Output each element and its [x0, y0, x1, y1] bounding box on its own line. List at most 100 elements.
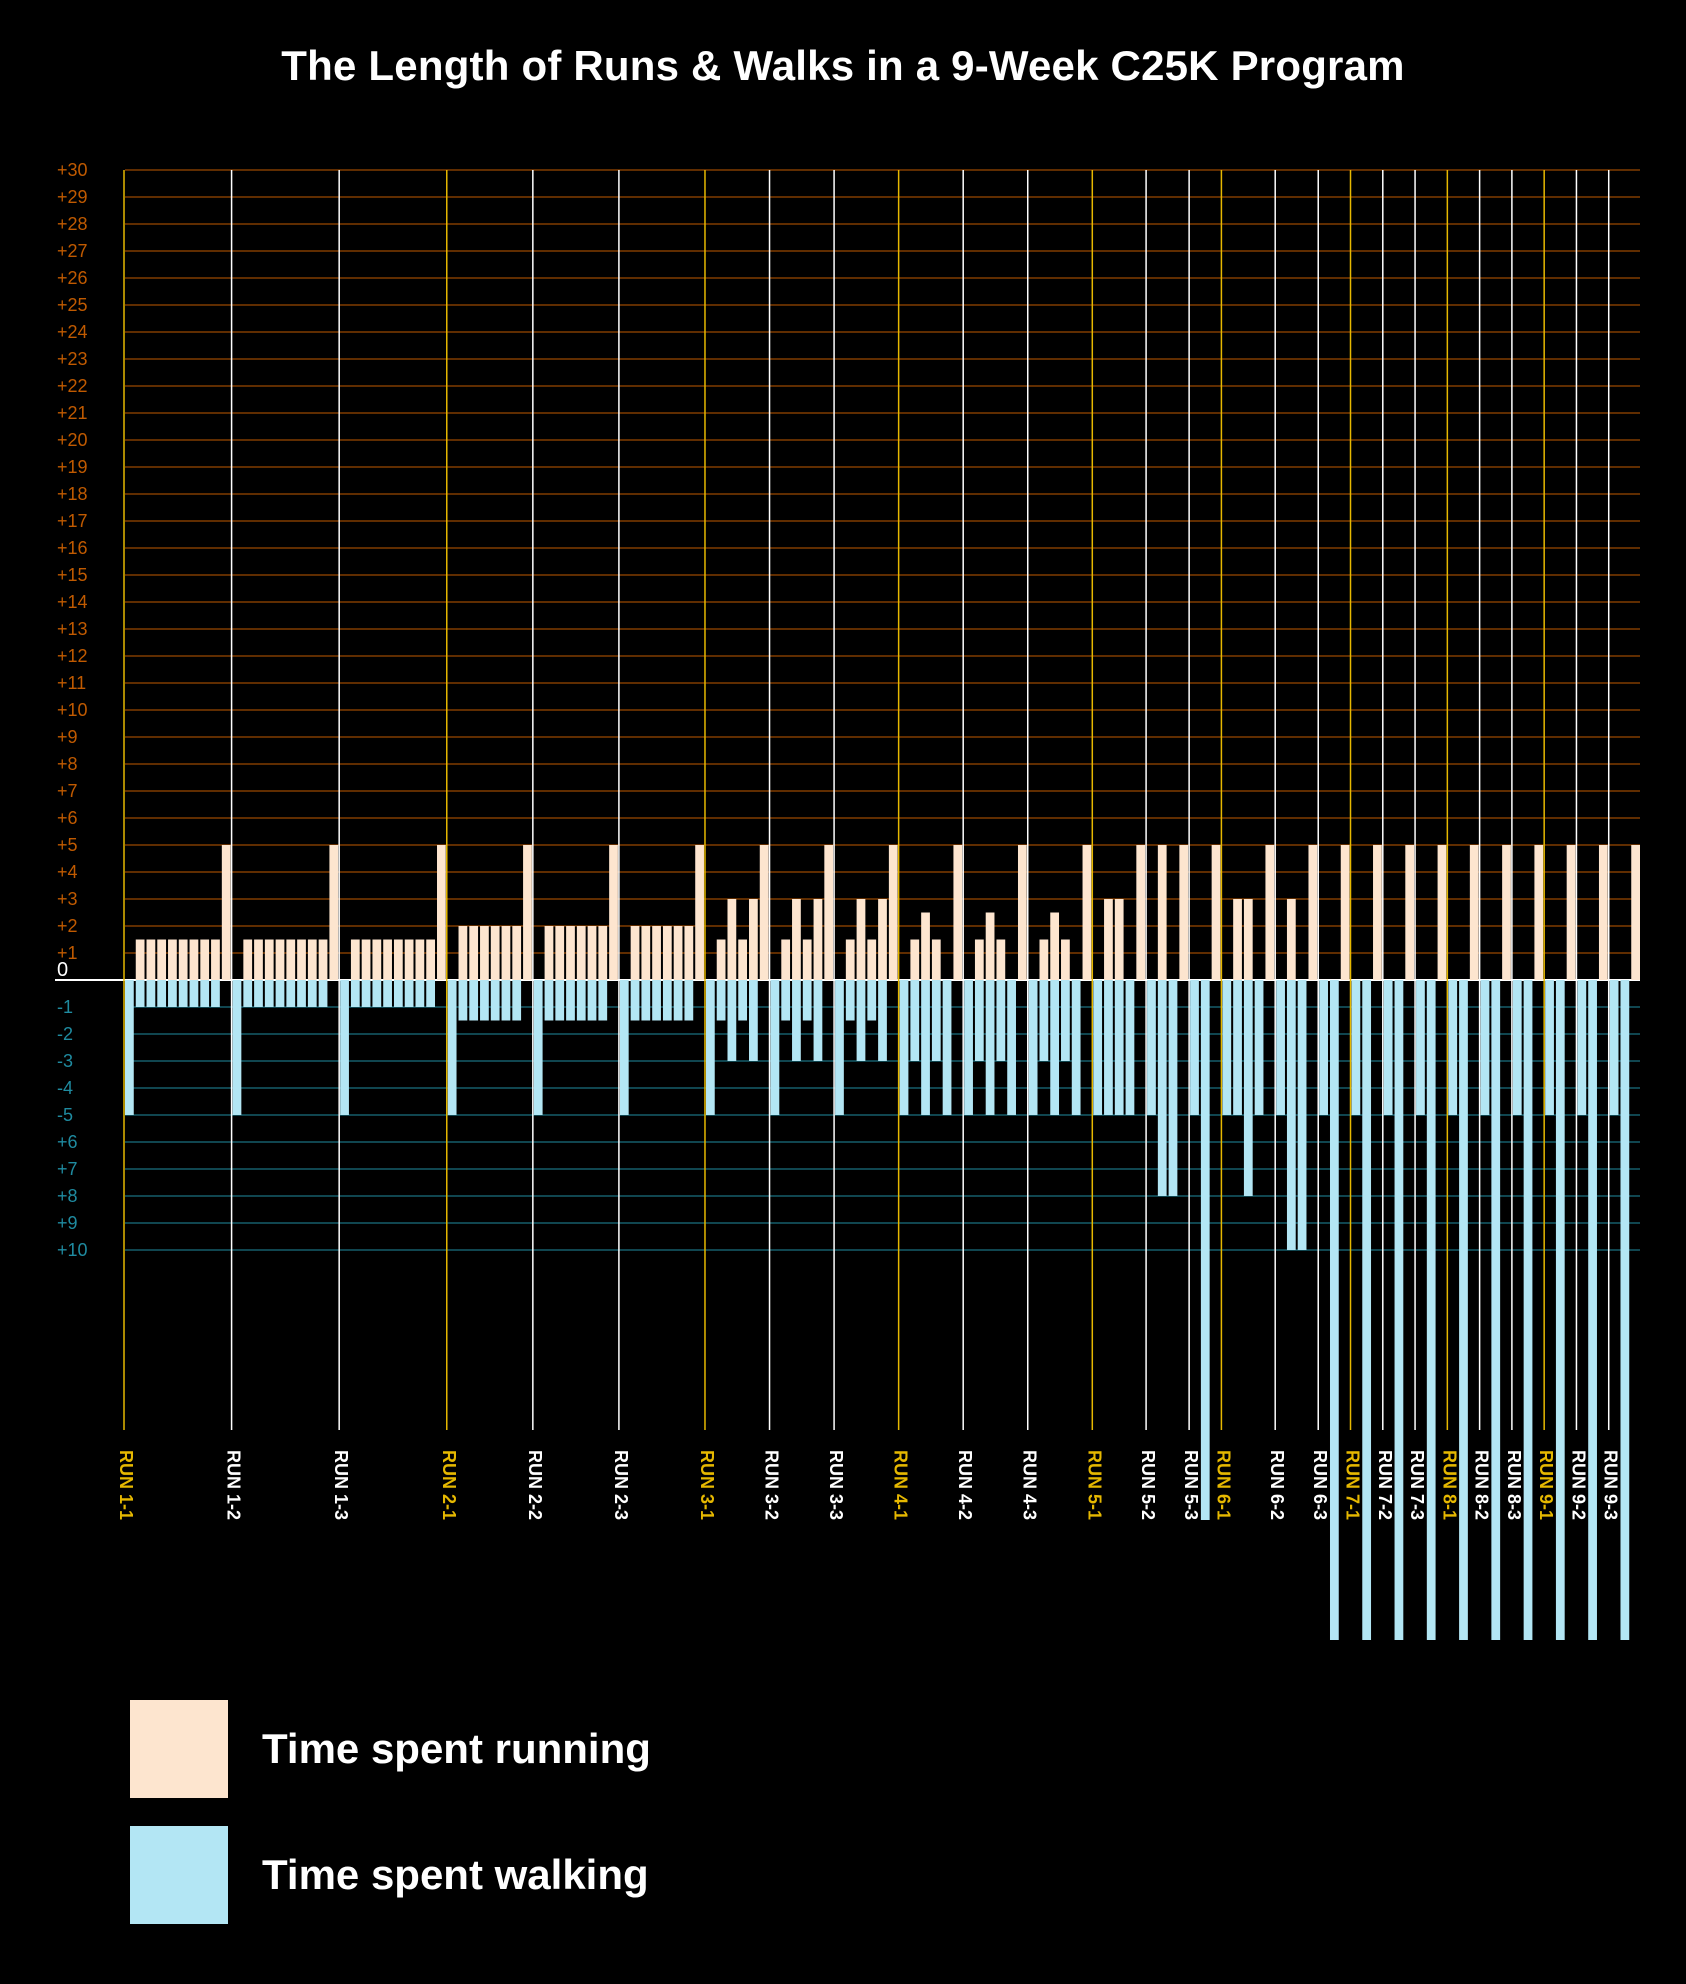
walk-bar	[588, 980, 597, 1021]
run-bar	[276, 940, 285, 981]
ytick-walk: +6	[57, 1132, 78, 1152]
walk-bar	[136, 980, 145, 1007]
walk-bar	[502, 980, 511, 1021]
run-bar	[297, 940, 306, 981]
session-label: RUN 2-3	[611, 1450, 631, 1520]
walk-bar	[598, 980, 607, 1021]
ytick-run: +9	[57, 727, 78, 747]
walk-bar	[803, 980, 812, 1021]
run-bar	[727, 899, 736, 980]
walk-bar	[383, 980, 392, 1007]
run-bar	[243, 940, 252, 981]
walk-bar	[1362, 980, 1371, 1640]
ytick-run: +15	[57, 565, 88, 585]
run-bar	[1265, 845, 1274, 980]
walk-bar	[448, 980, 457, 1115]
ytick-run: +26	[57, 268, 88, 288]
session-label: RUN 3-1	[697, 1450, 717, 1520]
walk-bar	[480, 980, 489, 1021]
run-bar	[1405, 845, 1414, 980]
walk-bar	[878, 980, 887, 1061]
legend-running: Time spent running	[130, 1700, 651, 1798]
walk-bar	[1050, 980, 1059, 1115]
legend-running-label: Time spent running	[262, 1725, 651, 1773]
session-label: RUN 7-2	[1375, 1450, 1395, 1520]
session-label: RUN 7-3	[1407, 1450, 1427, 1520]
ytick-run: +8	[57, 754, 78, 774]
session-label: RUN 3-2	[762, 1450, 782, 1520]
ytick-run: +10	[57, 700, 88, 720]
walk-bar	[986, 980, 995, 1115]
run-bar	[1158, 845, 1167, 980]
walk-bar	[641, 980, 650, 1021]
ytick-run: +21	[57, 403, 88, 423]
run-bar	[329, 845, 338, 980]
run-bar	[1631, 845, 1640, 980]
walk-bar	[512, 980, 521, 1021]
walk-bar	[1029, 980, 1038, 1115]
run-bar	[588, 926, 597, 980]
walk-bar	[211, 980, 220, 1007]
session-label: RUN 3-3	[826, 1450, 846, 1520]
session-label: RUN 1-1	[116, 1450, 136, 1520]
ytick-run: +30	[57, 160, 88, 180]
run-bar	[190, 940, 199, 981]
run-bar	[975, 940, 984, 981]
session-label: RUN 4-3	[1020, 1450, 1040, 1520]
ytick-run: +5	[57, 835, 78, 855]
ytick-walk: +9	[57, 1213, 78, 1233]
ytick-walk: -1	[57, 997, 73, 1017]
run-bar	[1104, 899, 1113, 980]
walk-bar	[1448, 980, 1457, 1115]
run-bar	[523, 845, 532, 980]
walk-bar	[179, 980, 188, 1007]
run-bar	[1050, 913, 1059, 981]
run-bar	[362, 940, 371, 981]
walk-bar	[286, 980, 295, 1007]
run-bar	[1018, 845, 1027, 980]
walk-bar	[340, 980, 349, 1115]
session-label: RUN 5-3	[1181, 1450, 1201, 1520]
run-bar	[641, 926, 650, 980]
walk-bar	[491, 980, 500, 1021]
run-bar	[351, 940, 360, 981]
ytick-run: +18	[57, 484, 88, 504]
walk-bar	[771, 980, 780, 1115]
ytick-run: +24	[57, 322, 88, 342]
walk-bar	[1276, 980, 1285, 1115]
run-bar	[986, 913, 995, 981]
walk-bar	[1158, 980, 1167, 1196]
walk-bar	[405, 980, 414, 1007]
run-bar	[512, 926, 521, 980]
run-bar	[372, 940, 381, 981]
walk-bar	[1287, 980, 1296, 1250]
run-bar	[286, 940, 295, 981]
walk-bar	[426, 980, 435, 1007]
run-bar	[1287, 899, 1296, 980]
run-bar	[996, 940, 1005, 981]
walk-bar	[351, 980, 360, 1007]
walk-bar	[846, 980, 855, 1021]
run-bar	[1534, 845, 1543, 980]
run-bar	[749, 899, 758, 980]
walk-bar	[749, 980, 758, 1061]
walk-bar	[577, 980, 586, 1021]
run-bar	[1244, 899, 1253, 980]
run-bar	[254, 940, 263, 981]
run-bar	[814, 899, 823, 980]
run-bar	[663, 926, 672, 980]
walk-bar	[792, 980, 801, 1061]
run-bar	[921, 913, 930, 981]
session-label: RUN 5-2	[1138, 1450, 1158, 1520]
ytick-run: +12	[57, 646, 88, 666]
run-bar	[803, 940, 812, 981]
walk-bar	[545, 980, 554, 1021]
walk-bar	[147, 980, 156, 1007]
run-bar	[415, 940, 424, 981]
session-label: RUN 1-2	[224, 1450, 244, 1520]
walk-bar	[1169, 980, 1178, 1196]
run-bar	[717, 940, 726, 981]
run-bar	[1341, 845, 1350, 980]
run-bar	[480, 926, 489, 980]
walk-bar	[1007, 980, 1016, 1115]
